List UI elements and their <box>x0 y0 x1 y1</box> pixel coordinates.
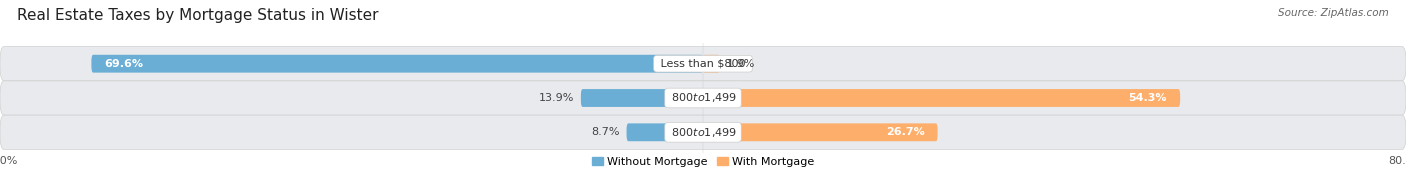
FancyBboxPatch shape <box>703 123 938 141</box>
FancyBboxPatch shape <box>0 81 1406 115</box>
FancyBboxPatch shape <box>0 47 1406 81</box>
Text: 69.6%: 69.6% <box>104 59 143 69</box>
FancyBboxPatch shape <box>581 89 703 107</box>
FancyBboxPatch shape <box>627 123 703 141</box>
Text: 54.3%: 54.3% <box>1129 93 1167 103</box>
Legend: Without Mortgage, With Mortgage: Without Mortgage, With Mortgage <box>588 152 818 172</box>
Text: 26.7%: 26.7% <box>886 127 925 137</box>
FancyBboxPatch shape <box>0 115 1406 150</box>
Text: 8.7%: 8.7% <box>591 127 620 137</box>
FancyBboxPatch shape <box>91 55 703 73</box>
FancyBboxPatch shape <box>703 55 720 73</box>
Text: Real Estate Taxes by Mortgage Status in Wister: Real Estate Taxes by Mortgage Status in … <box>17 8 378 23</box>
Text: Source: ZipAtlas.com: Source: ZipAtlas.com <box>1278 8 1389 18</box>
Text: $800 to $1,499: $800 to $1,499 <box>668 126 738 139</box>
Text: $800 to $1,499: $800 to $1,499 <box>668 92 738 104</box>
Text: Less than $800: Less than $800 <box>657 59 749 69</box>
Text: 13.9%: 13.9% <box>538 93 574 103</box>
Text: 1.9%: 1.9% <box>727 59 755 69</box>
FancyBboxPatch shape <box>703 89 1180 107</box>
